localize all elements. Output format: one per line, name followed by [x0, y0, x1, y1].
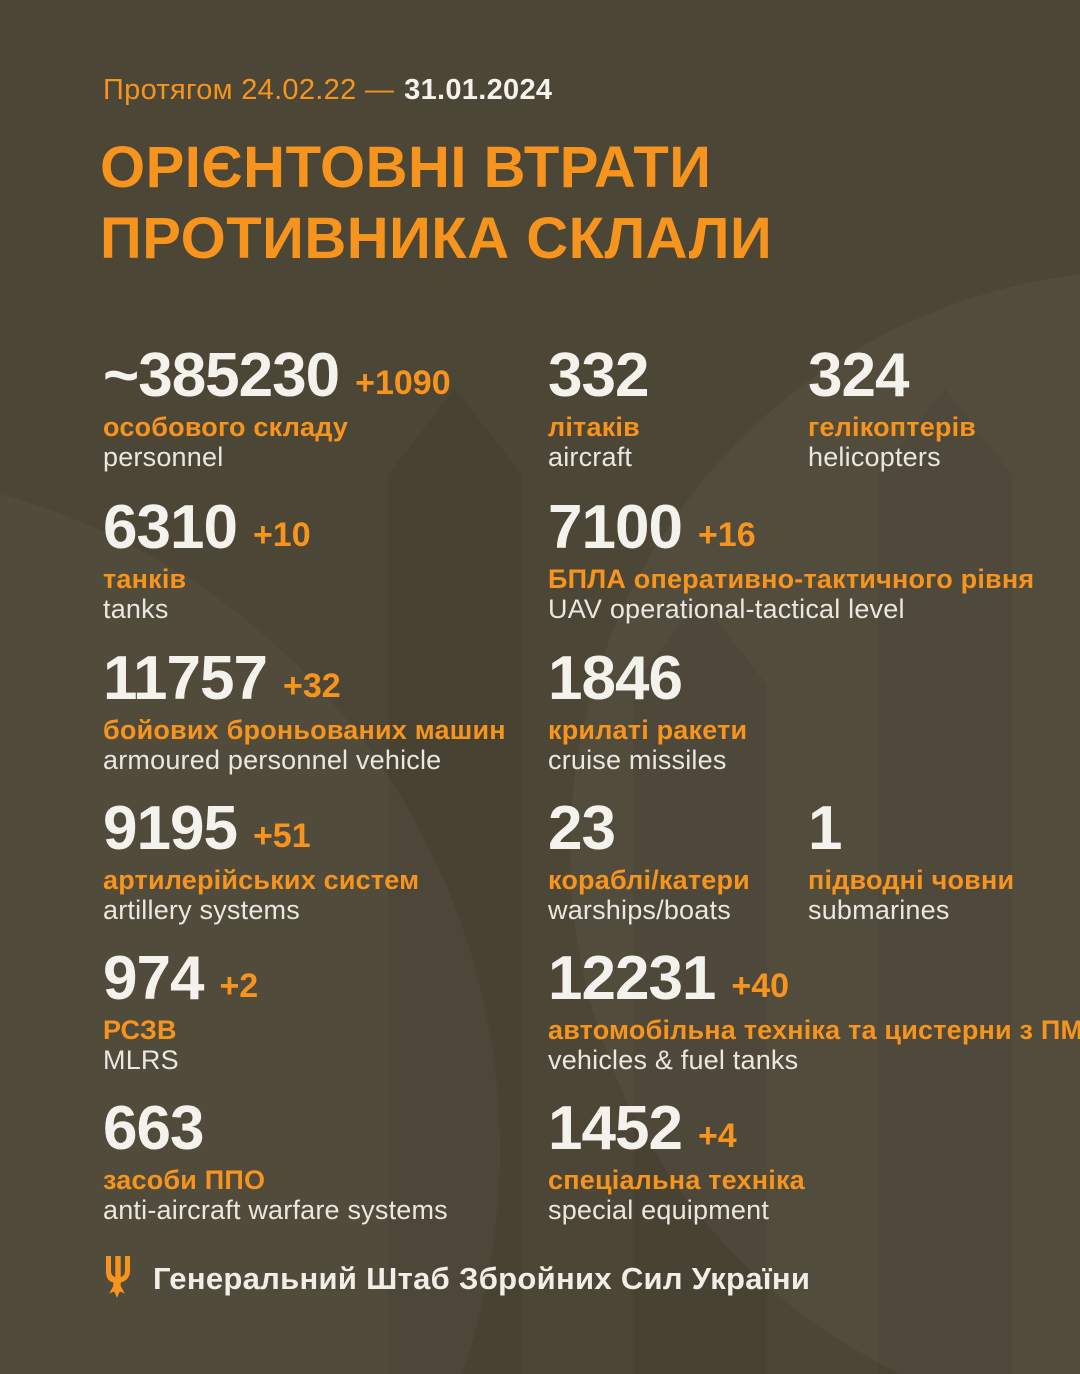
stat-mlrs: 974 +2 РСЗВ MLRS: [103, 944, 259, 1076]
stat-label-uk: БПЛА оперативно-тактичного рівня: [548, 564, 1035, 594]
stat-value: 23: [548, 794, 616, 863]
period-date: 31.01.2024: [404, 74, 553, 106]
stat-label-en: special equipment: [548, 1195, 770, 1225]
stat-value: ~385230: [103, 341, 340, 410]
stat-value: 9195: [103, 794, 238, 863]
stat-aircraft: 332 літаків aircraft: [548, 341, 664, 473]
stat-label-en: vehicles & fuel tanks: [548, 1045, 799, 1075]
period-prefix: Протягом 24.02.22 —: [103, 74, 395, 106]
footer: Генеральний Штаб Збройних Сил України: [103, 1256, 810, 1302]
stat-delta: +40: [731, 967, 790, 1005]
stat-label-uk: танків: [103, 564, 187, 594]
stat-value: 11757: [103, 644, 268, 713]
stat-label-uk: спеціальна техніка: [548, 1165, 805, 1195]
stat-label-uk: підводні човни: [808, 865, 1015, 895]
stat-label-en: submarines: [808, 895, 950, 925]
stat-delta: +1090: [355, 364, 451, 402]
stat-label-uk: кораблі/катери: [548, 865, 750, 895]
stat-label-uk: РСЗВ: [103, 1015, 177, 1045]
stat-label-en: artillery systems: [103, 895, 300, 925]
stat-delta: +10: [252, 516, 311, 554]
stat-value: 332: [548, 341, 649, 410]
stat-label-uk: крилаті ракети: [548, 715, 748, 745]
stat-value: 324: [808, 341, 909, 410]
stat-value: 1452: [548, 1094, 683, 1163]
stat-label-en: MLRS: [103, 1045, 179, 1075]
stat-submarines: 1 підводні човни submarines: [808, 794, 1015, 926]
title-line-1: ОРІЄНТОВНІ ВТРАТИ: [100, 135, 712, 200]
stat-label-uk: засоби ППО: [103, 1165, 266, 1195]
stat-label-en: personnel: [103, 442, 224, 472]
stat-delta: +2: [219, 967, 259, 1005]
stat-special-equipment: 1452 +4 спеціальна техніка special equipm…: [548, 1094, 805, 1226]
stat-value: 1: [808, 794, 842, 863]
stat-label-uk: літаків: [548, 412, 640, 442]
org-name: Генеральний Штаб Збройних Сил України: [153, 1261, 811, 1296]
stat-label-uk: особового складу: [103, 412, 349, 442]
trident-icon: [103, 1256, 133, 1302]
stat-vehicles-fuel-tanks: 12231 +40 автомобільна техніка та цистерн…: [548, 944, 1080, 1076]
stat-cruise-missiles: 1846 крилаті ракети cruise missiles: [548, 644, 748, 776]
stat-label-en: anti-aircraft warfare systems: [103, 1195, 448, 1225]
stat-delta: +51: [252, 817, 311, 855]
stat-uav: 7100 +16 БПЛА оперативно-тактичного рівня…: [548, 493, 1035, 625]
stat-label-en: cruise missiles: [548, 745, 727, 775]
stat-label-uk: артилерійських систем: [103, 865, 420, 895]
stat-value: 1846: [548, 644, 683, 713]
stat-armoured-vehicles: 11757 +32 бойових броньованих машин armou…: [103, 644, 506, 776]
stat-label-en: UAV operational-tactical level: [548, 594, 905, 624]
stat-label-uk: бойових броньованих машин: [103, 715, 506, 745]
stat-artillery: 9195 +51 артилерійських систем artillery …: [103, 794, 420, 926]
page-title: ОРІЄНТОВНІ ВТРАТИ ПРОТИВНИКА СКЛАЛИ: [100, 132, 772, 274]
stat-tanks: 6310 +10 танків tanks: [103, 493, 311, 625]
stat-warships: 23 кораблі/катери warships/boats: [548, 794, 750, 926]
title-line-2: ПРОТИВНИКА СКЛАЛИ: [100, 206, 773, 271]
stat-helicopters: 324 гелікоптерів helicopters: [808, 341, 977, 473]
report-period: Протягом 24.02.22 — 31.01.2024: [103, 74, 552, 107]
stat-label-en: aircraft: [548, 442, 633, 472]
stat-delta: +16: [697, 516, 756, 554]
stat-label-en: armoured personnel vehicle: [103, 745, 442, 775]
stat-label-uk: гелікоптерів: [808, 412, 977, 442]
stat-delta: +32: [283, 667, 341, 705]
stat-value: 12231: [548, 944, 716, 1013]
stat-personnel: ~385230 +1090 особового складу personnel: [103, 341, 451, 473]
stat-anti-aircraft: 663 засоби ППО anti-aircraft warfare sys…: [103, 1094, 448, 1226]
stat-delta: +4: [697, 1117, 737, 1155]
stat-label-en: tanks: [103, 594, 169, 624]
stat-value: 974: [103, 944, 204, 1013]
stat-value: 6310: [103, 493, 238, 562]
stat-label-en: warships/boats: [548, 895, 731, 925]
stat-value: 663: [103, 1094, 204, 1163]
stat-label-uk: автомобільна техніка та цистерни з ПММ: [548, 1015, 1080, 1045]
stat-label-en: helicopters: [808, 442, 941, 472]
stat-value: 7100: [548, 493, 683, 562]
